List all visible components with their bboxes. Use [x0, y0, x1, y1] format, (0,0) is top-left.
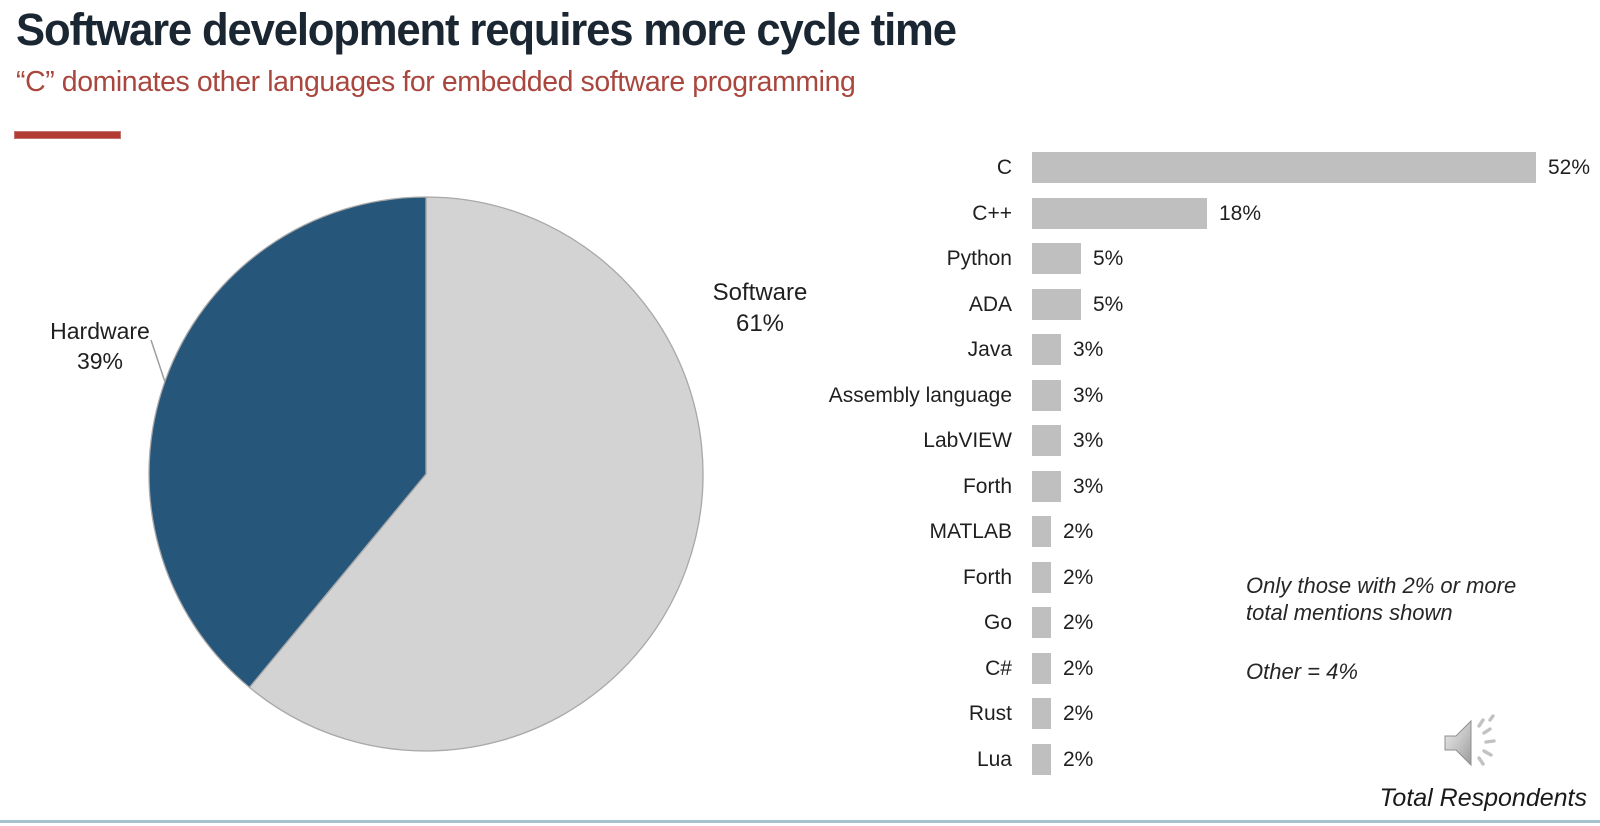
bar-row: Assembly language 3% — [0, 379, 1600, 411]
bar — [1032, 425, 1061, 456]
bar-value-label: 3% — [1073, 474, 1104, 498]
bar-value-label: 3% — [1073, 429, 1104, 452]
pie-label-hardware-name: Hardware — [50, 318, 150, 344]
slide-subtitle: “C” dominates other languages for embedd… — [16, 66, 856, 98]
bar-row: MATLAB 2% — [0, 516, 1600, 547]
bar-category-label: C++ — [972, 201, 1012, 225]
bar — [1032, 698, 1051, 729]
pie-slice-software — [248, 196, 704, 752]
bar-value-label: 2% — [1063, 520, 1094, 543]
bar-value-label: 5% — [1093, 292, 1124, 316]
speaker-body — [1444, 719, 1472, 767]
accent-bar — [14, 131, 121, 139]
bar-row: Python 5% — [0, 243, 1600, 274]
pie-label-software-name: Software — [712, 279, 808, 306]
bar-value-label: 3% — [1073, 338, 1104, 361]
bar-value-label: 52% — [1548, 156, 1591, 179]
bar-value-label: 18% — [1219, 201, 1262, 225]
bar-row: LabVIEW 3% — [0, 425, 1600, 456]
bar — [1032, 334, 1061, 365]
bar-row: Lua 2% — [0, 743, 1600, 775]
bar — [1032, 607, 1051, 638]
bar — [1032, 652, 1051, 684]
pie-label-hardware-value: 39% — [76, 348, 124, 374]
bar-category-label: Assembly language — [828, 383, 1012, 407]
bar-value-label: 2% — [1063, 702, 1094, 725]
bar-value-label: 3% — [1073, 383, 1104, 407]
bar-value-label: 2% — [1063, 565, 1094, 589]
bar-row: Forth 3% — [0, 470, 1600, 502]
pie-svg — [148, 196, 704, 752]
bar-row: ADA 5% — [0, 288, 1600, 320]
bar-category-label: Python — [946, 247, 1012, 270]
bar — [1032, 470, 1061, 502]
bar-row: Rust 2% — [0, 698, 1600, 729]
bar-category-label: Go — [983, 611, 1012, 634]
bar-category-label: Java — [967, 338, 1012, 361]
bar — [1032, 561, 1051, 593]
bar-category-label: ADA — [968, 292, 1012, 316]
bar-value-label: 2% — [1063, 611, 1094, 634]
bar-category-label: Lua — [976, 747, 1012, 771]
bar-row: C++ 18% — [0, 197, 1600, 229]
bar-value-label: 2% — [1063, 656, 1094, 680]
bar — [1032, 288, 1081, 320]
pie-label-hardware: Hardware 39% — [30, 316, 170, 376]
bar-row: C# 2% — [0, 652, 1600, 684]
bar-category-label: C# — [985, 656, 1012, 680]
bar-category-label: C — [996, 156, 1012, 179]
bar-category-label: Forth — [962, 565, 1012, 589]
bar-category-label: MATLAB — [929, 520, 1012, 543]
bar — [1032, 379, 1061, 411]
bar-value-label: 5% — [1093, 247, 1124, 270]
bar-row: C 52% — [0, 152, 1600, 183]
filter-note: Only those with 2% or more total mention… — [1246, 573, 1517, 625]
bar — [1032, 516, 1051, 547]
bar-row: Forth 2% — [0, 561, 1600, 593]
hardware-leader-line — [150, 339, 166, 383]
bar-category-label: LabVIEW — [923, 429, 1012, 452]
bar — [1032, 152, 1536, 183]
bar — [1032, 243, 1081, 274]
pie-label-software-value: 61% — [735, 310, 785, 337]
bar-row: Java 3% — [0, 334, 1600, 365]
bar-row: Go 2% — [0, 607, 1600, 638]
bottom-rule — [0, 820, 1600, 823]
bar-value-label: 2% — [1063, 747, 1094, 771]
pie-slice-hardware — [148, 196, 427, 689]
speaker-sound-waves — [1477, 714, 1496, 766]
other-note: Other = 4% — [1246, 659, 1358, 684]
speaker-audio-icon[interactable] — [1438, 712, 1504, 774]
bar — [1032, 743, 1051, 775]
pie-chart — [146, 194, 706, 754]
bar — [1032, 197, 1207, 229]
footer-total-respondents: Total Respondents — [1379, 784, 1587, 812]
bar-category-label: Forth — [962, 474, 1012, 498]
pie-label-software: Software 61% — [685, 277, 835, 339]
bar-category-label: Rust — [968, 702, 1012, 725]
page-title: Software development requires more cycle… — [16, 4, 957, 55]
